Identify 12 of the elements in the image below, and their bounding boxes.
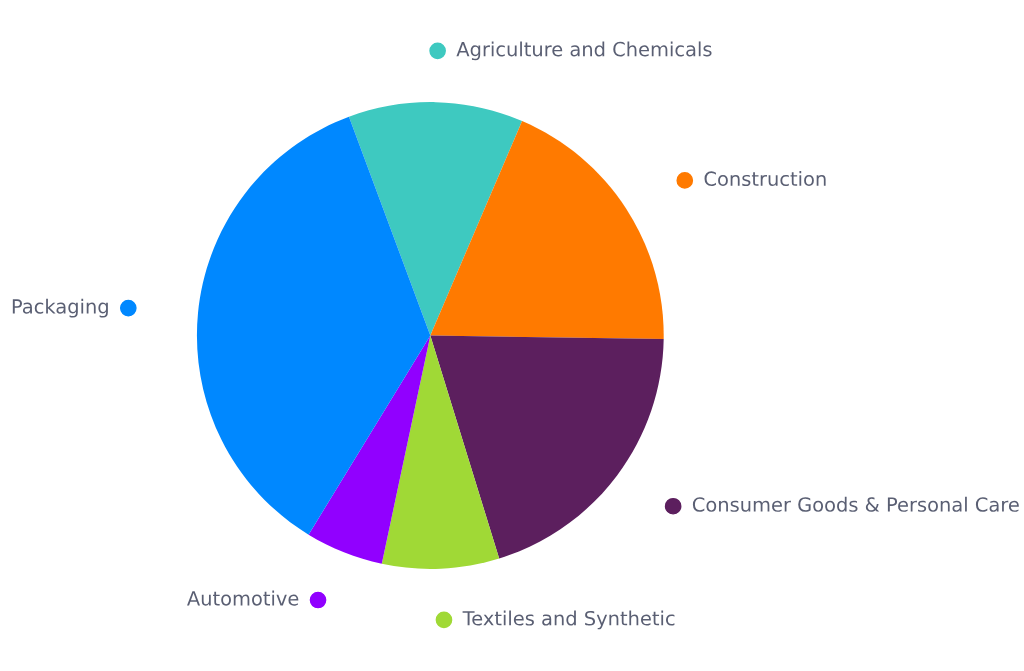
pie-slice bbox=[430, 120, 664, 339]
pie-slice bbox=[308, 335, 431, 564]
pie-slice bbox=[348, 102, 523, 336]
legend-label: Textiles and Synthetic bbox=[462, 610, 675, 630]
slice-label: Packaging bbox=[12, 298, 108, 318]
pie-slice bbox=[381, 335, 500, 569]
slice-label: Automotive bbox=[187, 590, 299, 606]
legend-label: Agriculture and Chemicals bbox=[456, 41, 712, 61]
legend-label: Construction bbox=[704, 171, 826, 187]
legend-label: Consumer Goods & Personal Care bbox=[692, 496, 1019, 512]
pie-slice bbox=[430, 335, 664, 559]
pie-slice bbox=[196, 116, 431, 535]
